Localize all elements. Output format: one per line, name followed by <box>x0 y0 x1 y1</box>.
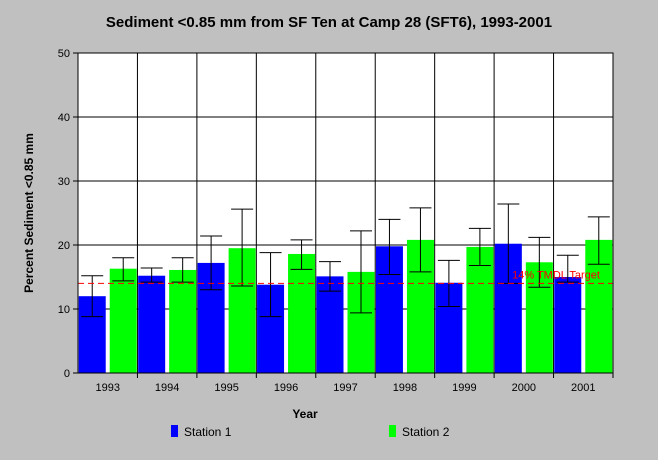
y-tick-label: 10 <box>58 304 70 316</box>
plot-area <box>78 53 613 373</box>
gridlines <box>77 52 614 374</box>
bar-station-2-1996 <box>288 253 316 373</box>
axes: 0 10 20 30 40 50 1993 1994 1995 1996 1997 1998 1999 2… <box>58 48 614 394</box>
reference-line-group: 14% TMDL Target <box>78 269 613 284</box>
bar-station-2-1993 <box>109 268 137 373</box>
bars <box>78 239 613 373</box>
y-axis-label: Percent Sediment <0.85 mm <box>22 133 36 293</box>
x-tick-label: 1999 <box>452 382 476 394</box>
x-tick-label: 2001 <box>571 382 595 394</box>
x-tick-label: 1995 <box>214 382 238 394</box>
x-tick-label: 1994 <box>155 382 179 394</box>
y-tick-label: 20 <box>58 240 70 252</box>
y-tick-label: 30 <box>58 176 70 188</box>
x-axis-label: Year <box>292 407 318 421</box>
legend-label: Station 2 <box>402 425 450 439</box>
legend: Station 1 Station 2 <box>171 425 450 439</box>
bar-station-1-1994 <box>138 275 166 373</box>
bar-station-1-1997 <box>316 276 344 373</box>
y-tick-label: 50 <box>58 48 70 60</box>
legend-label: Station 1 <box>184 425 232 439</box>
legend-swatch <box>389 425 396 437</box>
y-tick-label: 40 <box>58 112 70 124</box>
x-tick-label: 1996 <box>274 382 298 394</box>
error-bars <box>81 203 610 318</box>
bar-station-2-1994 <box>169 269 197 373</box>
chart-title: Sediment <0.85 mm from SF Ten at Camp 28… <box>106 14 552 31</box>
x-tick-label: 1997 <box>333 382 357 394</box>
bar-station-2-1999 <box>466 246 494 373</box>
x-tick-label: 1993 <box>95 382 119 394</box>
legend-swatch <box>171 425 178 437</box>
tmdl-target-label: 14% TMDL Target <box>512 269 600 281</box>
x-tick-label: 2000 <box>512 382 536 394</box>
x-tick-label: 1998 <box>393 382 417 394</box>
bar-station-1-2001 <box>554 277 582 373</box>
y-tick-label: 0 <box>64 368 70 380</box>
plot-frame <box>77 52 614 374</box>
